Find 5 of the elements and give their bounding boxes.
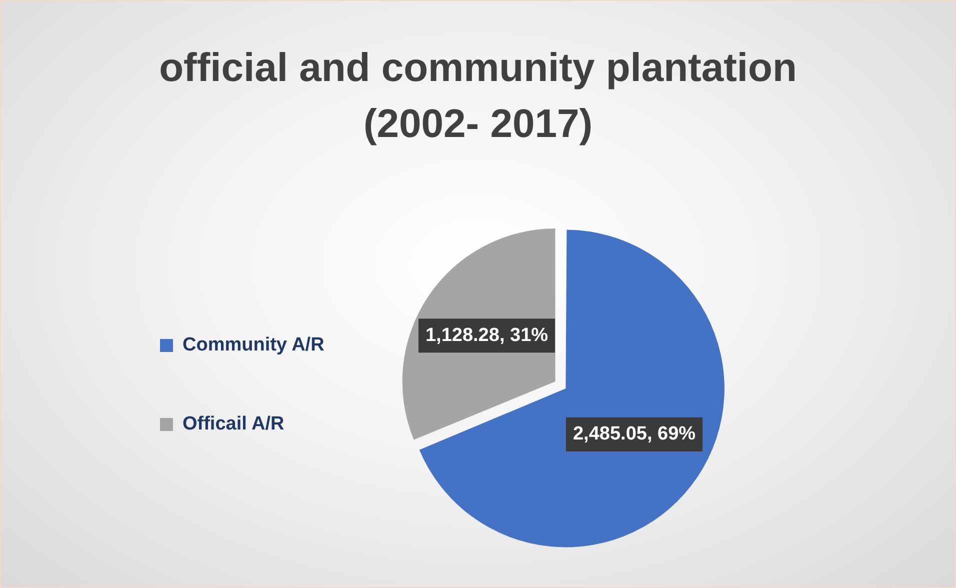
chart-title: official and community plantation (2002- 2017) <box>158 45 798 148</box>
data-label: 2,485.05, 69% <box>572 424 696 445</box>
data-label: 1,128.28, 31% <box>425 324 548 346</box>
legend-label: Officail A/R <box>182 414 284 435</box>
legend-label: Community A/R <box>182 334 325 356</box>
